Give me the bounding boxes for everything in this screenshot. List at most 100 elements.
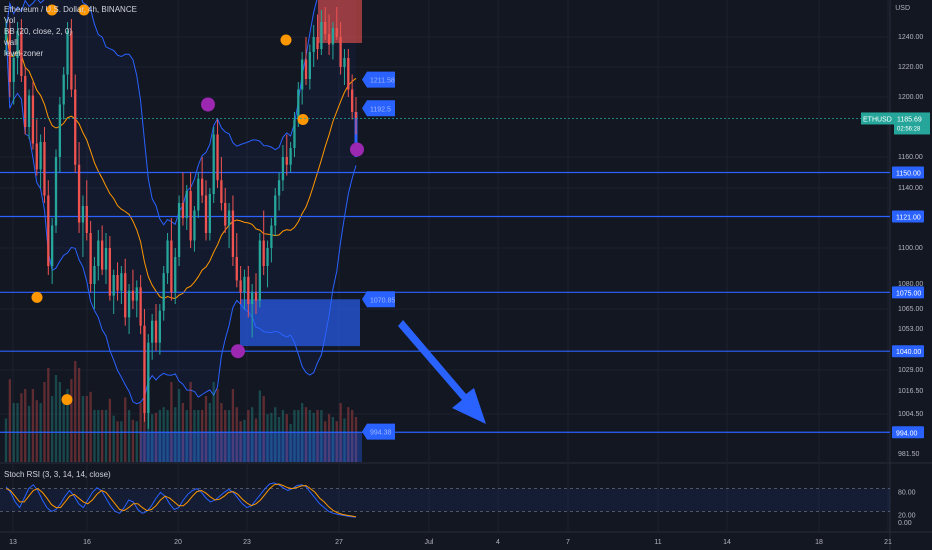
zone-label-text: 1070.85: [370, 297, 395, 304]
time-tick-label: 23: [243, 539, 251, 546]
volume-bar: [54, 375, 58, 462]
candle-body: [239, 280, 242, 293]
volume-bar: [331, 417, 335, 462]
candle-body: [124, 273, 127, 318]
volume-bar: [31, 389, 35, 462]
candle-body: [101, 240, 104, 270]
volume-bar: [85, 396, 88, 462]
candle-body: [354, 112, 358, 118]
volume-bar: [266, 414, 269, 462]
candle-body: [47, 195, 50, 266]
level-price-tag-text: 994.00: [896, 430, 918, 437]
low-zone[interactable]: [140, 432, 362, 462]
time-tick-label: 27: [335, 539, 343, 546]
volume-bar: [327, 414, 331, 462]
chart-legend: Ethereum / U.S. Dollar, 4h, BINANCE Vol …: [4, 4, 137, 59]
time-tick-label: 20: [174, 539, 182, 546]
level-price-tag[interactable]: 1040.00: [892, 345, 924, 358]
volume-bar: [335, 421, 338, 462]
candle-body: [293, 119, 296, 148]
indicator-wall[interactable]: wall: [4, 38, 18, 47]
pivot-high-marker: [46, 4, 58, 16]
pivot-low-marker: [350, 142, 364, 157]
zone-label-supply[interactable]: 1211.58: [362, 71, 395, 88]
pivot-high-marker: [61, 394, 73, 406]
candle-body: [74, 89, 77, 165]
volume-bar: [124, 397, 127, 462]
indicator-level[interactable]: level-zoner: [4, 49, 44, 58]
symbol-title[interactable]: Ethereum / U.S. Dollar, 4h, BINANCE: [4, 5, 137, 14]
candle-body: [43, 142, 46, 196]
volume-bar: [24, 389, 27, 462]
candle-body: [170, 240, 173, 293]
time-tick-label: 21: [884, 539, 892, 546]
candle-body: [162, 273, 165, 311]
candle-body: [20, 31, 23, 76]
level-price-tag-text: 1040.00: [896, 349, 921, 356]
candle-body: [277, 180, 281, 196]
time-axis[interactable]: 13 16 20 23 27 Jul 4 7 11 14 18 21: [9, 539, 892, 546]
candle-body: [312, 37, 315, 52]
candle-body: [327, 34, 331, 45]
symbol-tag-bg: [861, 112, 894, 125]
level-price-tag-bg: [892, 166, 924, 179]
volume-bar: [281, 410, 285, 462]
indicator-vol[interactable]: Vol: [4, 16, 16, 25]
stoch-rsi-legend[interactable]: Stoch RSI (3, 3, 14, 14, close): [4, 470, 111, 479]
supply-zone[interactable]: [318, 0, 362, 43]
volume-bar: [162, 407, 165, 462]
candle-body: [58, 104, 61, 157]
candle-body: [212, 134, 215, 194]
candle-body: [151, 320, 154, 343]
volume-bar: [51, 396, 54, 462]
zone-label-demand[interactable]: 1070.85: [362, 291, 395, 308]
zones[interactable]: 1211.58 1192.5 1070.85 994.38: [140, 0, 395, 462]
price-axis[interactable]: 1240.00 1220.00 1200.00 1160.00 1140.00 1100.…: [0, 34, 930, 458]
candle-body: [197, 178, 200, 211]
volume-bar: [243, 419, 246, 462]
candle-body: [193, 210, 196, 241]
candle-body: [308, 52, 311, 79]
pivot-low-marker: [231, 344, 245, 359]
level-price-tag-bg: [892, 426, 924, 439]
projection-arrow[interactable]: [398, 320, 486, 424]
candle-body: [289, 148, 292, 165]
level-price-tag[interactable]: 1075.00: [892, 286, 924, 299]
level-price-tag[interactable]: 994.00: [892, 426, 924, 439]
candle-body: [154, 320, 158, 343]
candle-body: [174, 257, 177, 293]
zone-label-text: 1192.5: [370, 106, 391, 113]
volume-bar: [127, 410, 131, 462]
volume-bar: [177, 389, 181, 462]
volume-bar: [197, 410, 200, 462]
zone-label-text: 994.38: [370, 430, 392, 437]
candle-body: [301, 59, 304, 90]
volume-bar: [120, 421, 123, 462]
volume-bar: [227, 410, 231, 462]
zone-label-bg: [362, 71, 395, 88]
candle-body: [112, 275, 115, 296]
candle-body: [351, 89, 354, 112]
indicator-bb[interactable]: BB (20, close, 2, 0): [4, 27, 73, 36]
candle-body: [204, 195, 208, 233]
zone-label-mid[interactable]: 1192.5: [362, 100, 395, 117]
level-price-tag[interactable]: 1150.00: [892, 166, 924, 179]
level-price-tag[interactable]: 1121.00: [892, 210, 924, 223]
down-arrow[interactable]: [398, 320, 486, 424]
candle-body: [158, 310, 161, 343]
price-tick-label: 1140.00: [898, 185, 923, 192]
volume-bar: [193, 410, 196, 462]
volume-bar: [151, 414, 154, 462]
symbol-tag-text: ETHUSD: [863, 116, 892, 123]
volume-bar: [185, 410, 188, 462]
current-price-tag[interactable]: ETHUSD 1185.69 02:56:28: [0, 112, 930, 135]
price-tick-label: 1029.00: [898, 367, 923, 374]
demand-zone[interactable]: [240, 299, 360, 347]
price-tick-label: 1016.50: [898, 388, 923, 395]
pivot-high-marker: [31, 291, 43, 303]
candle-body: [254, 292, 258, 301]
volume-bar: [343, 418, 346, 462]
zone-label-low[interactable]: 994.38: [362, 423, 395, 440]
time-tick-label: 18: [815, 539, 823, 546]
